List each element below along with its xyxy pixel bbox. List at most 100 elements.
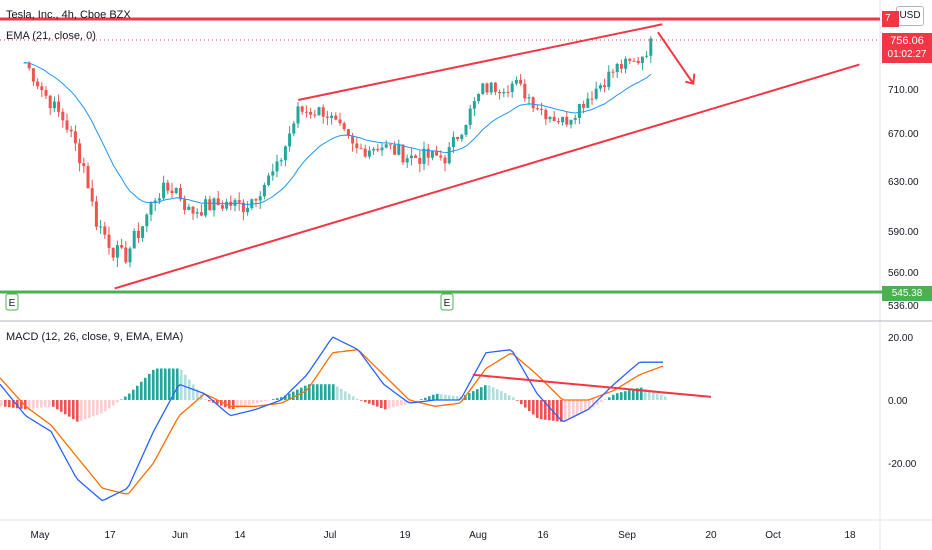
candle-body xyxy=(65,120,69,130)
candle-body xyxy=(443,157,447,164)
candle-body xyxy=(178,187,182,200)
histogram-bar xyxy=(56,400,59,410)
histogram-bar xyxy=(584,400,587,412)
candle-body xyxy=(397,144,401,155)
histogram-bar xyxy=(252,400,255,405)
histogram-bar xyxy=(152,369,155,400)
symbol-legend[interactable]: Tesla, Inc., 4h, Cboe BZX xyxy=(6,9,131,21)
candle-body xyxy=(61,111,65,121)
histogram-bar xyxy=(48,400,51,407)
candle-body xyxy=(489,82,493,93)
histogram-bar xyxy=(384,400,387,410)
histogram-bar xyxy=(540,400,543,420)
histogram-bar xyxy=(352,396,355,400)
histogram-bar xyxy=(444,394,447,400)
histogram-bar xyxy=(220,400,223,406)
candles-group xyxy=(23,36,653,268)
histogram-bar xyxy=(28,400,31,410)
date-tick-label: 20 xyxy=(705,530,717,541)
candle-body xyxy=(170,190,174,194)
candle-body xyxy=(548,116,552,120)
date-tick-label: 16 xyxy=(537,530,549,541)
candle-body xyxy=(288,133,292,147)
candle-body xyxy=(334,115,338,120)
histogram-bar xyxy=(532,400,535,415)
macd-legend[interactable]: MACD (12, 26, close, 9, EMA, EMA) xyxy=(6,331,184,343)
price-tick-label: 630.00 xyxy=(888,177,919,188)
histogram-bar xyxy=(484,385,487,400)
candle-body xyxy=(586,98,590,108)
candle-body xyxy=(94,201,98,227)
candle-body xyxy=(136,230,140,238)
ema-legend[interactable]: EMA (21, close, 0) xyxy=(6,30,96,42)
candle-body xyxy=(535,108,539,110)
histogram-bar xyxy=(344,391,347,400)
candle-body xyxy=(52,101,56,109)
candle-body xyxy=(174,187,178,194)
histogram-bar xyxy=(568,400,571,420)
histogram-bar xyxy=(196,389,199,400)
histogram-bar xyxy=(76,400,79,422)
candle-body xyxy=(510,83,514,93)
candle-body xyxy=(565,116,569,125)
candle-body xyxy=(48,95,52,109)
histogram-bar xyxy=(112,400,115,406)
histogram-bar xyxy=(184,374,187,400)
histogram-bar xyxy=(156,368,159,400)
candle-body xyxy=(187,206,191,210)
macd-histogram xyxy=(0,368,667,422)
histogram-bar xyxy=(424,397,427,400)
candle-body xyxy=(342,123,346,130)
projection-arrow-head xyxy=(685,73,696,85)
histogram-bar xyxy=(368,400,371,404)
candle-body xyxy=(409,155,413,159)
histogram-bar xyxy=(520,400,523,405)
candle-body xyxy=(493,82,497,92)
candle-body xyxy=(195,212,199,214)
histogram-bar xyxy=(480,387,483,400)
earnings-marker-box xyxy=(440,293,454,311)
candle-body xyxy=(258,196,262,201)
candle-body xyxy=(82,163,86,167)
histogram-bar xyxy=(456,396,459,400)
histogram-bar xyxy=(92,400,95,417)
histogram-bar xyxy=(308,384,311,400)
histogram-bar xyxy=(128,393,131,400)
histogram-bar xyxy=(392,400,395,408)
macd-tick-label: 20.00 xyxy=(888,333,913,344)
date-tick-label: 18 xyxy=(844,530,856,541)
candle-body xyxy=(36,81,40,87)
histogram-bar xyxy=(380,400,383,409)
candle-body xyxy=(649,38,653,56)
histogram-bar xyxy=(624,391,627,400)
projection-arrow-line xyxy=(657,31,695,85)
histogram-bar xyxy=(32,400,35,409)
candle-body xyxy=(338,119,342,124)
candle-body xyxy=(346,129,350,136)
candle-body xyxy=(78,143,82,164)
histogram-bar xyxy=(420,399,423,400)
candle-body xyxy=(519,79,523,84)
ema-line xyxy=(24,62,652,206)
histogram-bar xyxy=(500,391,503,400)
histogram-bar xyxy=(72,400,75,420)
histogram-bar xyxy=(288,393,291,400)
candle-body xyxy=(590,98,594,100)
histogram-bar xyxy=(280,397,283,400)
earnings-marker-label: E xyxy=(444,298,451,309)
histogram-bar xyxy=(428,396,431,400)
histogram-bar xyxy=(608,397,611,400)
currency-button[interactable]: USD xyxy=(896,6,924,26)
candle-body xyxy=(145,214,149,227)
histogram-bar xyxy=(488,385,491,400)
histogram-bar xyxy=(388,400,391,409)
candle-body xyxy=(321,107,325,117)
histogram-bar xyxy=(400,400,403,406)
histogram-bar xyxy=(512,397,515,400)
histogram-bar xyxy=(96,400,99,415)
candle-body xyxy=(132,230,136,249)
histogram-bar xyxy=(648,390,651,400)
histogram-bar xyxy=(468,393,471,400)
candle-body xyxy=(544,109,548,120)
